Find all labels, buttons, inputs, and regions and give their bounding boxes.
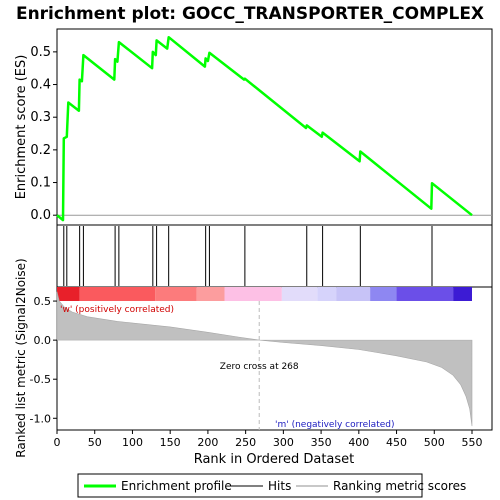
es-y-tick-label: 0.4 [30,78,51,93]
colorbar-segment [370,287,397,301]
colorbar-segment [79,287,156,301]
enrichment-profile-line [56,35,473,222]
x-tick-label: 100 [122,436,143,449]
legend-label: Ranking metric scores [333,479,466,493]
x-tick-label: 550 [462,436,483,449]
zero-cross-label: Zero cross at 268 [220,362,299,372]
legend-label: Hits [268,479,291,493]
colorbar-segment [336,287,371,301]
x-tick-label: 300 [273,436,294,449]
enrichment-profile [56,35,473,222]
colorbar-segment [317,287,337,301]
es-y-tick-label: 0.0 [30,208,51,223]
negative-correlation-label: 'm' (negatively correlated) [275,420,394,430]
legend: Enrichment profile Hits Ranking metric sco… [84,479,466,493]
colorbar-segment [224,287,282,301]
x-tick-label: 400 [348,436,369,449]
x-tick-label: 200 [197,436,218,449]
es-y-tick-label: 0.3 [30,110,51,125]
x-ticks: 0 50 100 150 200 250 300 350 400 450 500 550 [54,430,483,449]
es-y-axis-label: Enrichment score (ES) [14,55,29,200]
positive-correlation-label: 'w' (positively correlated) [60,305,174,315]
colorbar-segment [196,287,225,301]
x-tick-label: 250 [235,436,256,449]
ranking-y-tick-label: 0.0 [34,334,52,347]
es-y-tick-label: 0.1 [30,176,51,191]
hits-panel-frame [56,224,493,288]
legend-label: Enrichment profile [121,479,232,493]
x-tick-label: 50 [88,436,102,449]
hit-marks [63,226,433,286]
x-tick-label: 500 [424,436,445,449]
colorbar-segment [57,287,80,301]
x-axis-label: Rank in Ordered Dataset [194,452,355,467]
colorbar-segment [281,287,318,301]
colorbar-segment [453,287,472,301]
ranking-metric-fill [56,291,473,427]
ranking-y-ticks: 0.5 0.0 -0.5 -1.0 [30,295,57,425]
rank-colorbar [57,287,472,301]
ranking-metric-area [56,291,473,430]
x-tick-label: 450 [386,436,407,449]
es-panel-frame [56,28,493,226]
x-tick-label: 350 [311,436,332,449]
x-tick-label: 0 [54,436,61,449]
es-y-ticks: 0.0 0.1 0.2 0.3 0.4 0.5 [30,45,57,223]
ranking-y-tick-label: -0.5 [30,373,51,386]
chart-title: Enrichment plot: GOCC_TRANSPORTER_COMPLE… [16,4,484,24]
colorbar-segment [396,287,454,301]
ranking-y-axis-label: Ranked list metric (Signal2Noise) [14,258,28,457]
colorbar-segment [155,287,197,301]
ranking-y-tick-label: 0.5 [34,295,52,308]
es-y-tick-label: 0.2 [30,143,51,158]
ranking-y-tick-label: -1.0 [30,412,51,425]
x-tick-label: 150 [160,436,181,449]
es-y-tick-label: 0.5 [30,45,51,60]
